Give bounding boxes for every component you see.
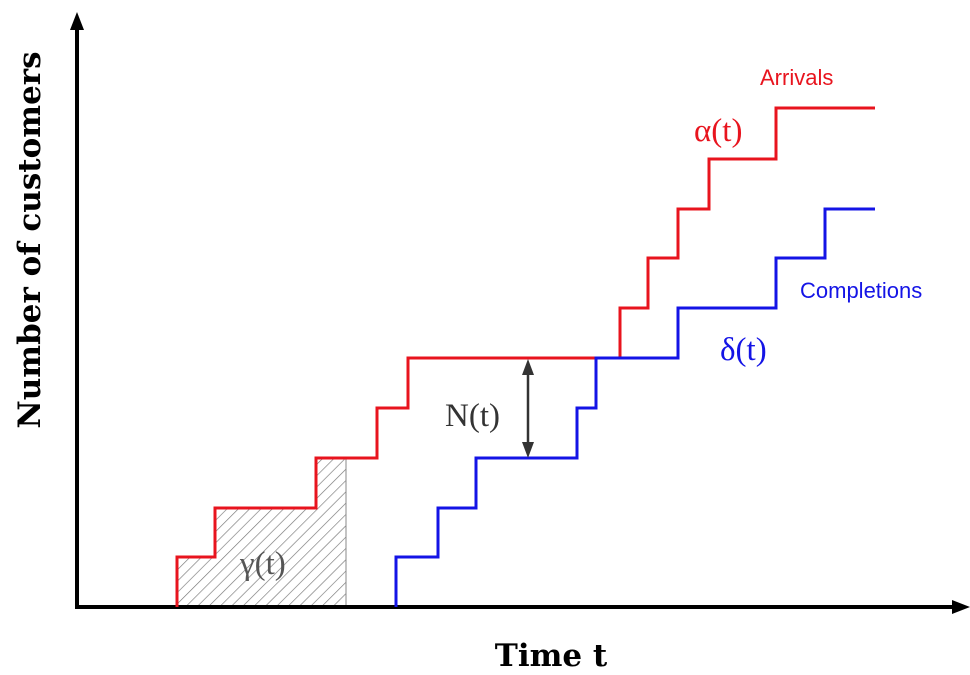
axes (70, 12, 970, 614)
gamma-label: γ(t) (239, 546, 286, 582)
arrowhead-down (522, 442, 534, 458)
gamma-area (176, 457, 347, 608)
y-axis-label: Number of customers (12, 51, 48, 428)
y-axis-arrowhead (70, 12, 84, 30)
alpha-label: α(t) (694, 113, 742, 149)
completions-curve (394, 207, 875, 607)
arrowhead-up (522, 359, 534, 375)
queue-length-arrow (522, 359, 534, 458)
x-axis-label: Time t (495, 638, 608, 674)
delta-label: δ(t) (720, 332, 767, 368)
queue-length-label: N(t) (445, 398, 500, 434)
arrivals-label: Arrivals (760, 65, 833, 90)
completions-label: Completions (800, 278, 922, 303)
x-axis-arrowhead (952, 600, 970, 614)
